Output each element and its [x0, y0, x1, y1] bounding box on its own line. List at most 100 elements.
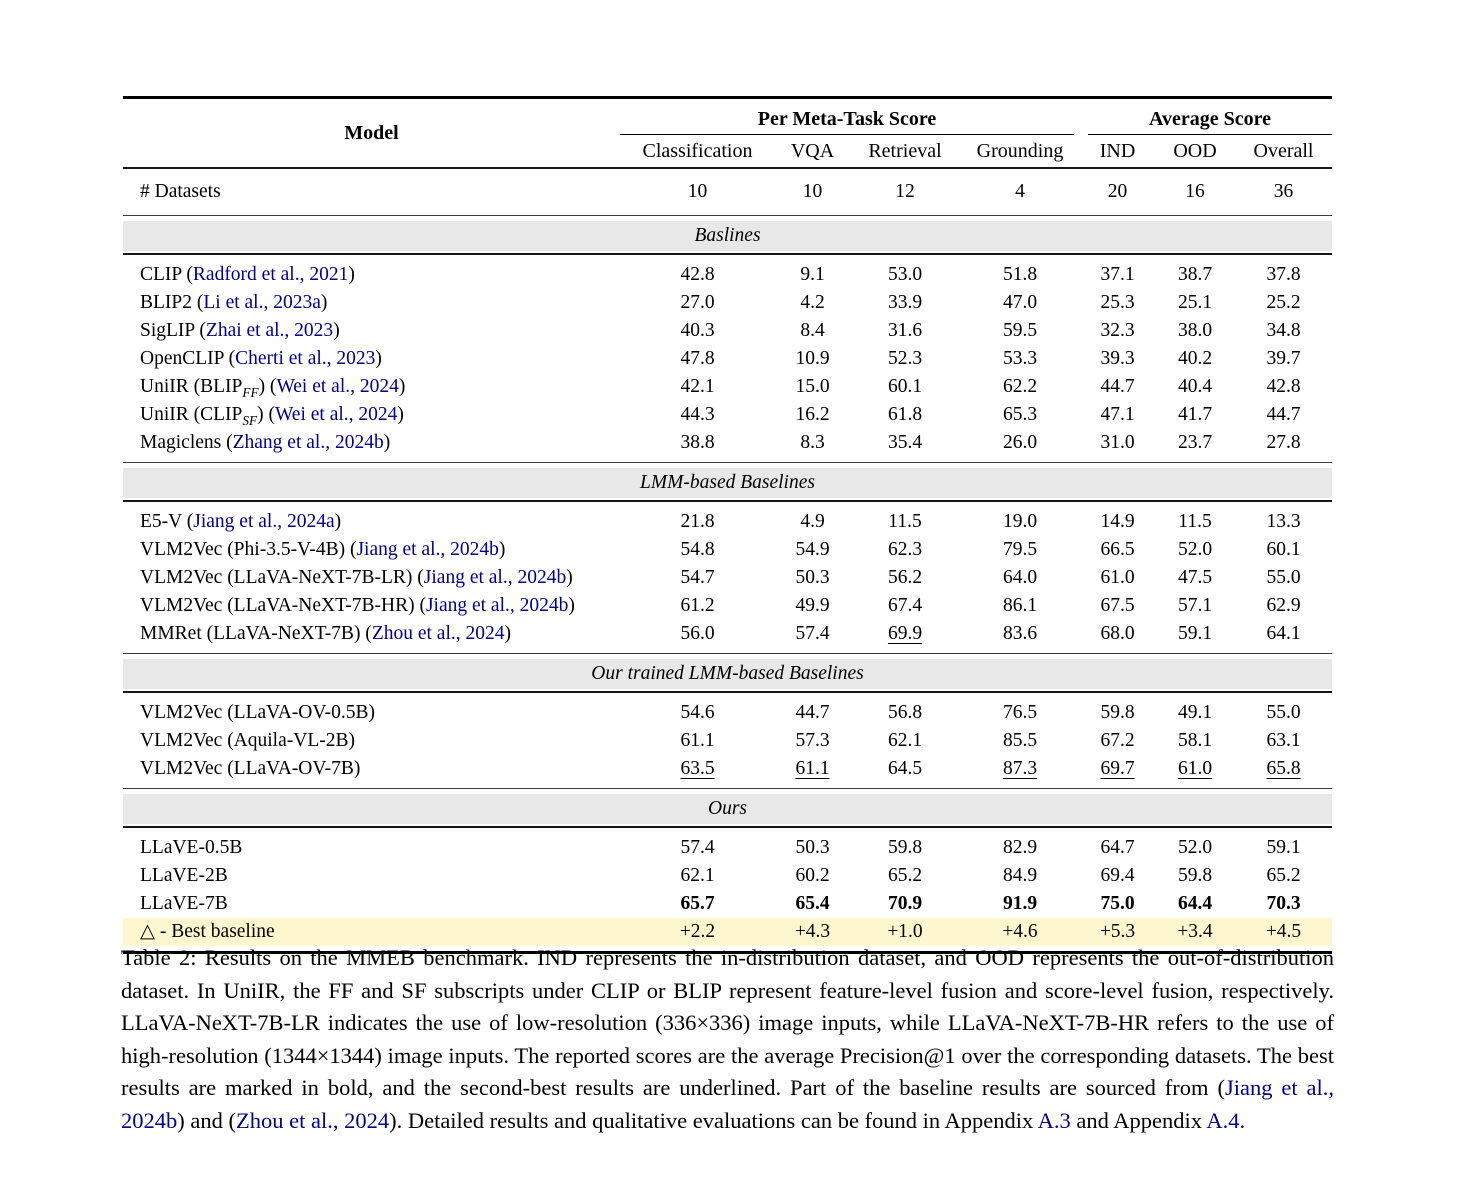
value-cell: 84.9 [960, 862, 1080, 890]
citation-link[interactable]: Jiang et al., 2024b [423, 567, 567, 588]
citation-link[interactable]: Jiang et al., 2024b [356, 539, 499, 560]
value-cell: 79.5 [960, 536, 1080, 564]
value-cell: 32.3 [1080, 317, 1155, 345]
value: 63.1 [1266, 730, 1301, 751]
value: 11.5 [1178, 511, 1212, 532]
value-cell: 67.4 [850, 592, 960, 620]
value-cell: 8.3 [775, 429, 850, 457]
value-cell: 62.1 [620, 862, 775, 890]
citation-link[interactable]: Wei et al., 2024 [276, 376, 399, 397]
value-cell: 59.8 [1080, 699, 1155, 727]
value-underlined: 69.7 [1100, 758, 1135, 779]
value-cell: 59.1 [1155, 620, 1235, 648]
citation-link[interactable]: Radford et al., 2021 [192, 264, 349, 285]
value-cell: 63.1 [1235, 727, 1332, 755]
text-segment: ) [566, 567, 573, 588]
text-segment: ) [334, 511, 342, 532]
value: 9.1 [800, 264, 825, 285]
value: 54.8 [680, 539, 715, 560]
section-band-rule [123, 691, 1332, 693]
value: 61.0 [1100, 567, 1135, 588]
value-cell: 50.3 [775, 564, 850, 592]
citation-link[interactable]: Zhang et al., 2024b [232, 432, 384, 453]
value-cell: 60.1 [850, 373, 960, 401]
value: 75.0 [1100, 893, 1135, 914]
value-cell: 56.8 [850, 699, 960, 727]
value-cell: 10.9 [775, 345, 850, 373]
value: 91.9 [1002, 893, 1038, 914]
caption-text: . [1239, 1107, 1246, 1133]
section-top-rule [123, 215, 1332, 216]
table-row: Magiclens (Zhang et al., 2024b) 38.8 8.3 35… [123, 429, 1332, 457]
value: 4.9 [800, 511, 825, 532]
value-cell: 54.6 [620, 699, 775, 727]
value-cell: 57.4 [620, 834, 775, 862]
value-cell: 65.2 [1235, 862, 1332, 890]
text-segment: VLM2Vec (Aquila-VL-2B) [140, 730, 355, 751]
col-header-ind: IND [1099, 139, 1136, 162]
value-cell: +4.3 [775, 918, 850, 946]
value: 65.2 [1266, 865, 1301, 886]
value-cell: 65.2 [850, 862, 960, 890]
value-cell: 11.5 [1155, 508, 1235, 536]
value: 56.0 [680, 623, 715, 644]
model-cell: △ - Best baseline [123, 918, 620, 946]
value: 65.3 [1002, 404, 1038, 425]
value-cell: 61.0 [1155, 755, 1235, 783]
citation-link[interactable]: Cherti et al., 2023 [235, 348, 376, 369]
model-cell: Magiclens (Zhang et al., 2024b) [123, 429, 620, 457]
model-cell: MMRet (LLaVA-NeXT-7B) (Zhou et al., 2024… [123, 620, 620, 648]
value-cell: 62.3 [850, 536, 960, 564]
results-table: Model Per Meta-Task Score Average Score … [123, 96, 1332, 954]
citation-link[interactable]: Wei et al., 2024 [274, 404, 398, 425]
citation-link[interactable]: Jiang et al., 2024a [193, 511, 335, 532]
text-segment: LLaVE-7B [140, 893, 228, 914]
text-segment: ) [348, 264, 355, 285]
value: 79.5 [1002, 539, 1038, 560]
value: 47.8 [680, 348, 715, 369]
value-cell: 65.3 [960, 401, 1080, 429]
value-cell: 56.2 [850, 564, 960, 592]
caption-link[interactable]: Zhou et al., 2024 [235, 1107, 390, 1133]
value-cell: 61.1 [775, 755, 850, 783]
value: 34.8 [1266, 320, 1301, 341]
value: 52.0 [1177, 539, 1213, 560]
value: 50.3 [795, 837, 830, 858]
text-segment: ) [333, 320, 340, 341]
citation-link[interactable]: Jiang et al., 2024b [425, 595, 569, 616]
value-cell: 58.1 [1155, 727, 1235, 755]
citation-link[interactable]: Zhou et al., 2024 [371, 623, 505, 644]
model-cell: E5-V (Jiang et al., 2024a) [123, 508, 620, 536]
value-cell: 64.0 [960, 564, 1080, 592]
value: 39.7 [1266, 348, 1301, 369]
value-cell: 37.1 [1080, 261, 1155, 289]
value-cell: 44.7 [1235, 401, 1332, 429]
value-cell: 57.3 [775, 727, 850, 755]
citation-link[interactable]: Li et al., 2023a [203, 292, 321, 313]
datasets-count: 10 [687, 181, 708, 202]
caption-link[interactable]: A.3 [1037, 1107, 1071, 1133]
datasets-count: 12 [895, 181, 915, 202]
value-cell: 64.4 [1155, 890, 1235, 918]
value-cell: +4.5 [1235, 918, 1332, 946]
value: 55.0 [1266, 567, 1301, 588]
value-cell: +1.0 [850, 918, 960, 946]
value: 61.2 [680, 595, 715, 616]
value-cell: 4.2 [775, 289, 850, 317]
col-header-model: Model [344, 121, 399, 144]
citation-link[interactable]: Zhai et al., 2023 [205, 320, 334, 341]
value-cell: 60.1 [1235, 536, 1332, 564]
value-underlined: 61.1 [795, 758, 830, 779]
text-segment: VLM2Vec (LLaVA-OV-7B) [140, 758, 361, 779]
value-cell: 39.7 [1235, 345, 1332, 373]
table-row: VLM2Vec (LLaVA-OV-0.5B) 54.6 44.7 56.8 76.5 5… [123, 699, 1332, 727]
value: 13.3 [1266, 511, 1301, 532]
caption-link[interactable]: A.4 [1206, 1107, 1240, 1133]
value-cell: 39.3 [1080, 345, 1155, 373]
value: 14.9 [1100, 511, 1135, 532]
value: 53.3 [1002, 348, 1038, 369]
value-cell: 75.0 [1080, 890, 1155, 918]
caption-link[interactable]: Jiang et al., 2024b [121, 1075, 1334, 1133]
value: 60.1 [1266, 539, 1301, 560]
value-cell: 23.7 [1155, 429, 1235, 457]
